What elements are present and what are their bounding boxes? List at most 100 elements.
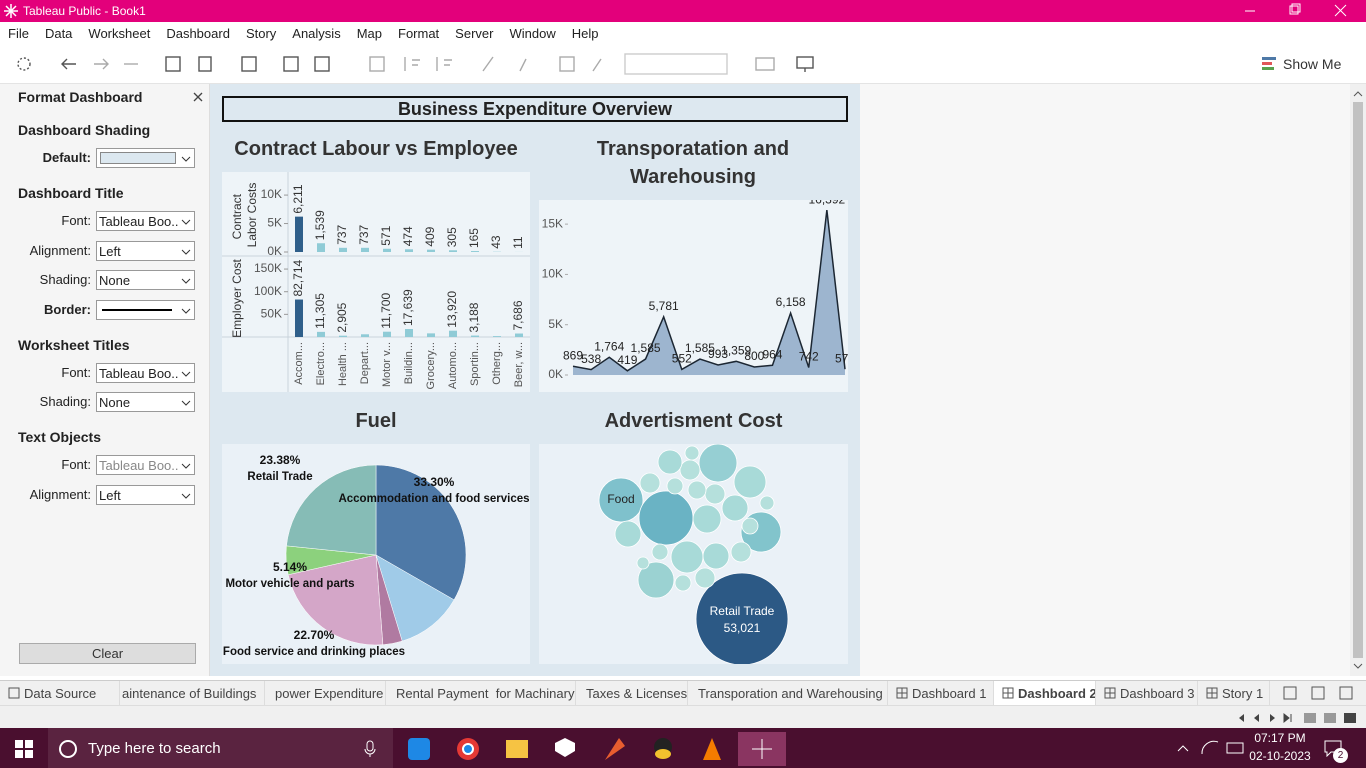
tab-label: Dashboard 1: [912, 686, 987, 701]
close-panel[interactable]: [192, 91, 204, 103]
menu-item[interactable]: Dashboard: [166, 25, 230, 41]
bubble: [614, 520, 642, 548]
bar: [361, 334, 369, 337]
dropdown[interactable]: Left: [96, 240, 195, 261]
toolbar-icons[interactable]: [0, 44, 830, 84]
row-label: Font:: [61, 457, 91, 472]
sheet-tab[interactable]: Data Source: [0, 681, 120, 706]
window-controls[interactable]: [1230, 0, 1366, 22]
chevron: [181, 493, 191, 499]
sheet-tab[interactable]: Transporation and Warehousing: [688, 681, 888, 706]
show-me-button[interactable]: Show Me: [1283, 56, 1342, 72]
window-title: Tableau Public - Book1: [23, 4, 146, 18]
pinned-apps[interactable]: [400, 732, 790, 766]
sheet-tab[interactable]: Rental Payment for Machinary: [386, 681, 576, 706]
dropdown-value: Tableau Boo..: [99, 214, 179, 229]
dropdown-value: Tableau Boo..: [99, 458, 179, 473]
sheet-tab[interactable]: Taxes & Licenses: [576, 681, 688, 706]
area-chart: 0K5K10K15K8695381,7644191,5855,7815521,5…: [539, 200, 848, 392]
value-label: 53,021: [724, 621, 761, 635]
value-label: 552: [672, 352, 692, 366]
icon-shape: [897, 688, 907, 698]
dropdown-value: Left: [99, 487, 121, 503]
menu-item[interactable]: Analysis: [292, 25, 341, 41]
x-tick-label: Otherg...: [491, 342, 503, 385]
notification-icon[interactable]: [1324, 739, 1342, 757]
new-sheet-icon: [1283, 686, 1297, 700]
bar: [383, 331, 391, 337]
dropdown[interactable]: [96, 299, 195, 320]
value-label: 22.70%: [294, 628, 335, 642]
plot-background: [222, 172, 530, 392]
new-sheet-buttons[interactable]: [1278, 683, 1358, 703]
menu-item[interactable]: File: [8, 25, 29, 41]
bar: [361, 247, 369, 252]
sheet-tabs: Data Source aintenance of Buildings power …: [0, 680, 1366, 706]
start-button[interactable]: [15, 740, 33, 758]
system-tray[interactable]: [1172, 738, 1247, 758]
sheet-navigation[interactable]: [1232, 710, 1362, 726]
sheet-tab[interactable]: Story 1: [1198, 681, 1270, 706]
pie-chart: 33.30% Accommodation and food services 22.…: [222, 444, 530, 664]
show-me-icon[interactable]: [1262, 56, 1278, 72]
slice-label: Accommodation and food services: [338, 493, 529, 505]
dropdown-arrow: [181, 219, 191, 225]
bar: [295, 216, 303, 252]
dropdown-arrow: [181, 278, 191, 284]
sheet-tab[interactable]: Dashboard 3: [1096, 681, 1198, 706]
tab-icon: [896, 687, 908, 699]
x-tick-label: Grocery...: [425, 342, 437, 389]
bubble-label: Retail Trade: [710, 604, 775, 618]
row-label: Border:: [44, 301, 91, 317]
value-label: 1,585: [631, 341, 661, 355]
tab-label: aintenance of Buildings: [122, 686, 257, 701]
y-tick-label: 0K: [548, 367, 563, 381]
sheet-tab[interactable]: Dashboard 1: [888, 681, 994, 706]
scrollbar[interactable]: [1350, 84, 1366, 676]
bubble: [637, 561, 675, 599]
dropdown[interactable]: [96, 148, 195, 168]
x-tick-label: Accom...: [293, 342, 305, 385]
value-label: 13,920: [445, 291, 459, 328]
dropdown[interactable]: None: [96, 392, 195, 412]
value-label: 409: [423, 226, 437, 246]
bubble: [651, 543, 669, 561]
tab-label: Transporation and Warehousing: [698, 686, 883, 701]
menu-item[interactable]: Server: [455, 25, 494, 41]
menu-item[interactable]: Story: [245, 25, 277, 41]
menu-item[interactable]: Help: [571, 25, 599, 41]
dropdown[interactable]: None: [96, 270, 195, 290]
dropdown[interactable]: Left: [96, 484, 195, 505]
sheet-tab[interactable]: aintenance of Buildings: [120, 681, 265, 706]
slice-label: Food service and drinking places: [223, 646, 405, 658]
value-label: 1,359: [721, 344, 751, 358]
menu-item[interactable]: Map: [356, 25, 382, 41]
axis-title: Contract Labor Costs: [230, 183, 259, 248]
menu-item[interactable]: Format: [398, 25, 440, 41]
value-label: 165: [467, 228, 481, 248]
bar: [339, 247, 347, 252]
sheet-tab[interactable]: power Expenditure: [265, 681, 386, 706]
icon-shape: [8, 687, 20, 699]
search-box[interactable]: Type here to search: [48, 728, 393, 768]
value-label: 82,714: [291, 260, 305, 297]
bar: [493, 336, 501, 337]
tab-label: Story 1: [1222, 686, 1264, 701]
dropdown[interactable]: Tableau Boo..: [96, 362, 195, 383]
bar: [515, 333, 523, 337]
dropdown[interactable]: Tableau Boo..: [96, 211, 195, 231]
bar: [449, 330, 457, 337]
dropdown[interactable]: Tableau Boo..: [96, 455, 195, 475]
value-label: 5,781: [649, 299, 679, 313]
pie-slice: [286, 464, 377, 556]
clear-button[interactable]: Clear: [19, 643, 196, 664]
menu-item[interactable]: Worksheet: [88, 25, 151, 41]
menu-item[interactable]: Data: [44, 25, 73, 41]
bar: [471, 251, 479, 252]
dropdown-arrow: [181, 308, 191, 314]
bar: [383, 248, 391, 252]
section-heading: Dashboard Title: [18, 185, 124, 201]
sheet-tab[interactable]: Dashboard 2: [994, 681, 1096, 706]
menu-item[interactable]: Window: [509, 25, 556, 41]
chart-title: Fuel: [355, 410, 397, 432]
